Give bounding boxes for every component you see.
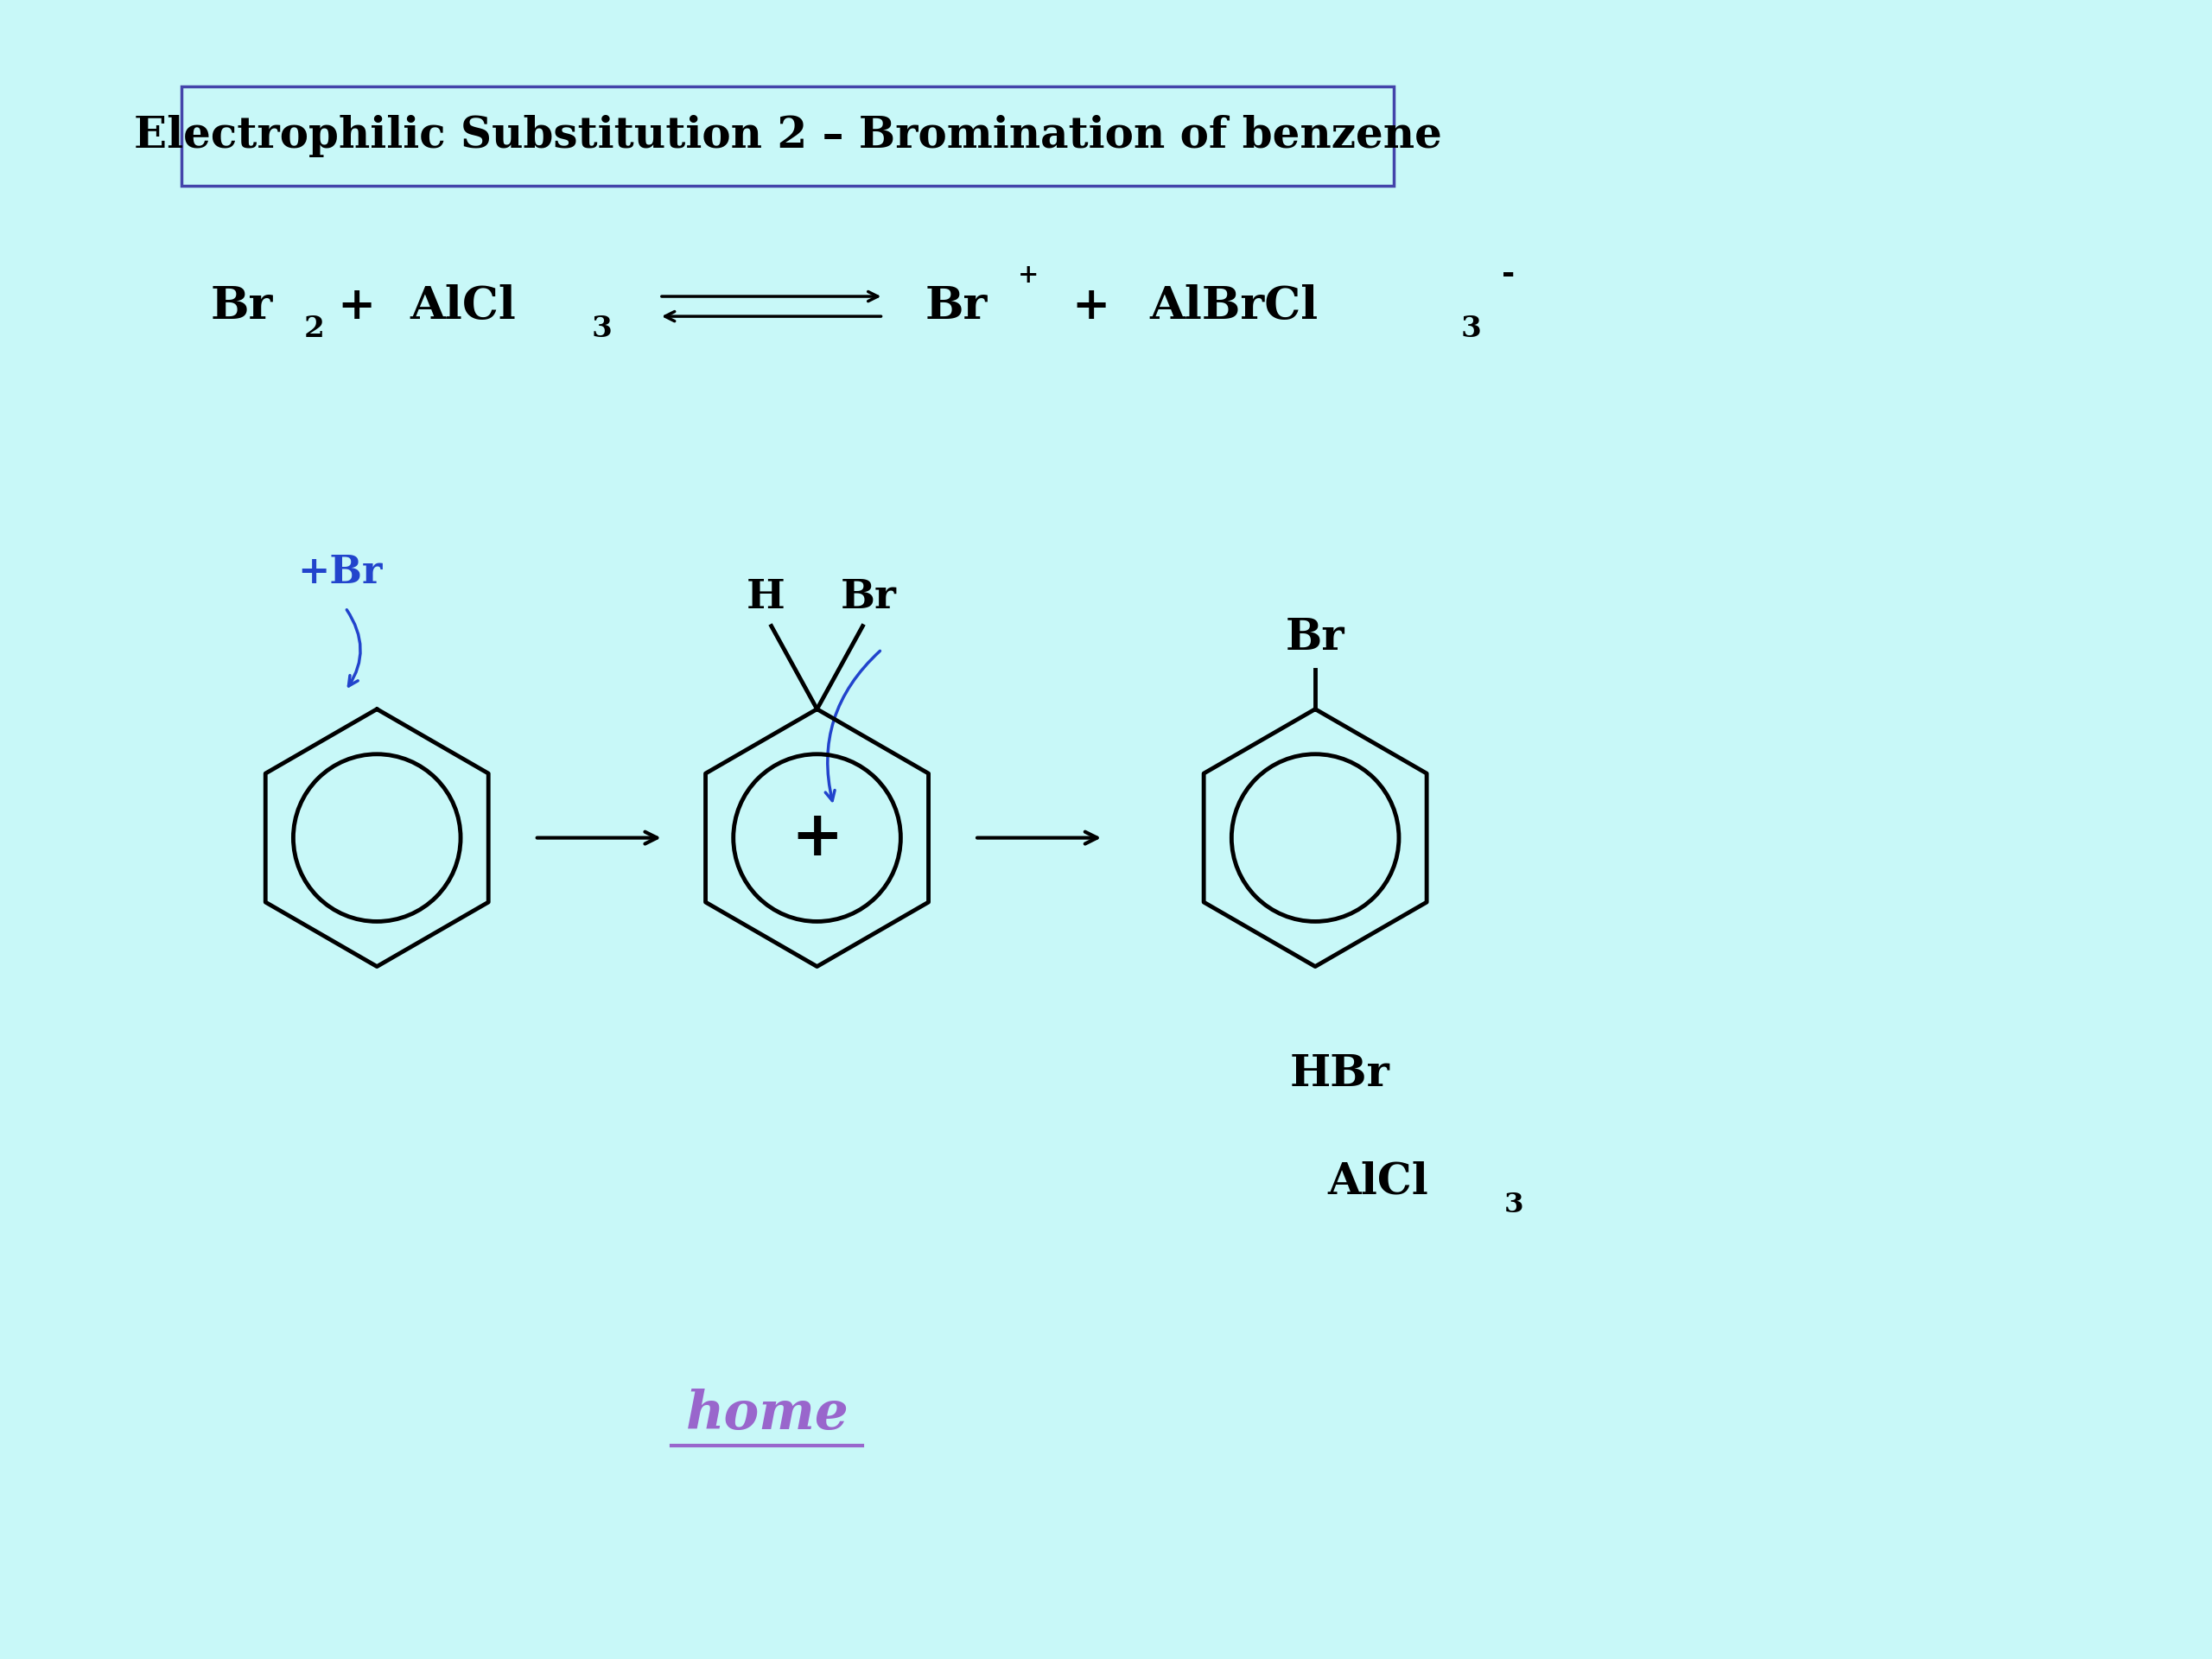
Text: Br: Br	[1285, 617, 1345, 659]
Text: HBr: HBr	[1290, 1053, 1389, 1095]
Text: +: +	[336, 284, 376, 328]
FancyBboxPatch shape	[181, 86, 1394, 186]
Text: Electrophilic Substitution 2 – Bromination of benzene: Electrophilic Substitution 2 – Brominati…	[135, 114, 1442, 158]
Text: +: +	[792, 808, 843, 868]
Text: 3: 3	[1460, 315, 1482, 343]
Text: 3: 3	[1504, 1191, 1524, 1218]
Text: 2: 2	[303, 315, 325, 343]
Text: 3: 3	[591, 315, 613, 343]
Text: H: H	[745, 577, 785, 617]
Text: +Br: +Br	[296, 554, 383, 591]
Text: +: +	[1073, 284, 1110, 328]
Text: -: -	[1502, 259, 1515, 290]
Text: Br: Br	[841, 577, 896, 617]
Text: +: +	[1018, 262, 1040, 287]
Text: AlBrCl: AlBrCl	[1150, 284, 1318, 328]
Text: AlCl: AlCl	[409, 284, 515, 328]
Text: Br: Br	[210, 284, 274, 328]
Text: AlCl: AlCl	[1327, 1161, 1429, 1203]
Text: Br: Br	[925, 284, 987, 328]
Text: home: home	[686, 1389, 849, 1440]
